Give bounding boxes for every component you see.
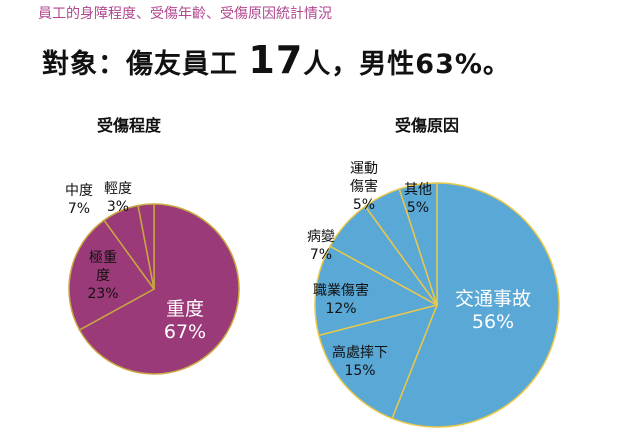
pie-slice-0	[391, 182, 560, 428]
headline-suffix: 人，男性63%。	[303, 49, 511, 80]
slice-label-illness: 病變 7%	[307, 229, 335, 263]
chart-title-cause: 受傷原因	[395, 116, 460, 135]
slice-label-other: 其他 5%	[404, 182, 432, 216]
headline: 對象：傷友員工 17人，男性63%。	[42, 38, 511, 82]
headline-prefix: 對象：傷友員工	[42, 49, 238, 80]
slice-label-traffic: 交通事故 56%	[454, 288, 532, 333]
pie-slice-2	[314, 245, 440, 337]
slice-label-very-severe: 極重度 23%	[87, 250, 119, 302]
pie-slice-1	[317, 303, 439, 420]
subtitle: 員工的身障程度、受傷年齡、受傷原因統計情況	[38, 6, 332, 22]
pie-slice-1	[68, 219, 156, 331]
slice-label-fall: 高處摔下 15%	[332, 345, 388, 379]
slice-label-severe: 重度 67%	[163, 298, 207, 343]
slice-label-moderate: 中度 7%	[65, 183, 93, 217]
headline-count: 17	[248, 38, 304, 82]
pie-cause	[314, 182, 560, 428]
pie-slice-0	[78, 203, 240, 375]
pie-slice-3	[137, 203, 155, 290]
chart-title-severity: 受傷程度	[97, 116, 162, 135]
pie-slice-5	[398, 182, 438, 306]
slice-label-mild: 輕度 3%	[104, 181, 132, 215]
pie-severity	[68, 203, 240, 375]
slice-label-sports: 運動傷害 5%	[350, 161, 378, 213]
slice-label-occupational: 職業傷害 12%	[313, 283, 369, 317]
